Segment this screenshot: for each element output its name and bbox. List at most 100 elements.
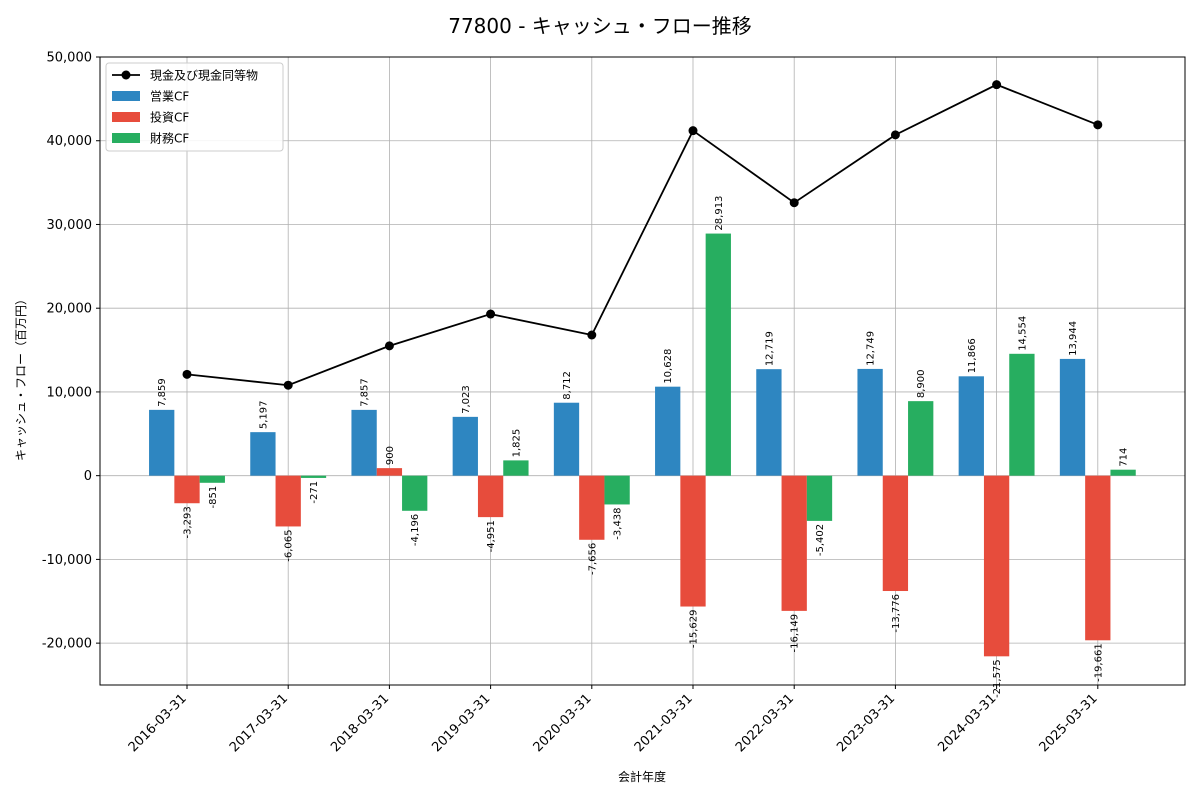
- bar-財務CF: [199, 475, 225, 483]
- x-tick-label: 2025-03-31: [1037, 691, 1101, 755]
- data-label: 12,719: [764, 331, 775, 366]
- bar-営業CF: [351, 409, 377, 476]
- data-label: -16,149: [790, 614, 801, 653]
- legend-label: 営業CF: [150, 90, 189, 104]
- data-label: 5,197: [258, 401, 269, 430]
- legend-box: [105, 62, 284, 152]
- data-label-layer: 7,859 5,197 7,857 7,023 8,712 10,628 12,719 12,…: [157, 196, 1129, 698]
- data-label: 7,859: [157, 378, 168, 407]
- legend-label: 現金及び現金同等物: [150, 68, 258, 83]
- data-label: -13,776: [891, 594, 902, 633]
- data-label: -271: [309, 481, 320, 504]
- cash-point: [1093, 120, 1103, 130]
- bar-財務CF: [1009, 353, 1035, 476]
- bar-財務CF: [300, 475, 327, 478]
- bar-財務CF: [604, 475, 630, 505]
- bar-投資CF: [579, 475, 605, 540]
- data-label: 8,900: [916, 370, 927, 399]
- bar-営業CF: [250, 432, 276, 476]
- y-axis-label: キャッシュ・フロー（百万円）: [14, 293, 28, 461]
- y-tick-label: -10,000: [42, 553, 92, 568]
- line-layer: [182, 80, 1103, 390]
- y-tick-label: 40,000: [47, 134, 93, 149]
- data-label: -4,951: [486, 520, 497, 552]
- bar-営業CF: [857, 368, 883, 476]
- bar-営業CF: [1059, 358, 1086, 476]
- data-label: -4,196: [410, 514, 421, 546]
- chart-title: 77800 - キャッシュ・フロー推移: [448, 14, 752, 38]
- cash-point: [992, 80, 1002, 90]
- cash-point: [890, 130, 900, 140]
- data-label: 8,712: [562, 371, 573, 400]
- bar-投資CF: [781, 475, 807, 611]
- bar-投資CF: [376, 468, 403, 476]
- y-tick-label: 0: [84, 469, 92, 484]
- data-label: 11,866: [967, 338, 978, 373]
- bar-投資CF: [680, 475, 706, 607]
- cash-point: [587, 330, 597, 340]
- data-label: -15,629: [689, 610, 700, 649]
- bar-営業CF: [958, 376, 984, 476]
- data-label: 714: [1119, 448, 1130, 467]
- x-tick-label: 2017-03-31: [227, 691, 291, 755]
- x-tick-label: 2024-03-31: [935, 691, 999, 755]
- cash-point: [384, 341, 394, 351]
- bar-投資CF: [882, 475, 909, 592]
- legend-bar-swatch: [112, 112, 140, 122]
- bar-投資CF: [275, 475, 301, 527]
- cash-point: [283, 380, 293, 390]
- x-tick-label: 2021-03-31: [632, 691, 696, 755]
- data-label: 13,944: [1068, 321, 1079, 356]
- legend-bar-swatch: [112, 133, 140, 143]
- legend-bar-swatch: [112, 91, 140, 101]
- bar-営業CF: [452, 416, 478, 476]
- bar-投資CF: [174, 475, 200, 504]
- bar-営業CF: [149, 409, 175, 476]
- bar-財務CF: [908, 401, 934, 476]
- bar-営業CF: [553, 402, 580, 476]
- data-label: -5,402: [815, 524, 826, 556]
- data-label: -19,661: [1093, 643, 1104, 682]
- legend-label: 投資CF: [150, 110, 189, 125]
- cash-point: [789, 198, 799, 208]
- bar-財務CF: [705, 233, 731, 476]
- cash-line: [186, 83, 1099, 387]
- bar-営業CF: [655, 386, 681, 476]
- bar-財務CF: [1110, 469, 1136, 476]
- legend-marker-swatch: [121, 70, 131, 80]
- bar-投資CF: [477, 475, 504, 518]
- data-label: 28,913: [714, 196, 725, 231]
- data-label: 7,023: [461, 385, 472, 414]
- data-label: -6,065: [284, 529, 295, 561]
- bar-投資CF: [1085, 475, 1111, 641]
- bar-財務CF: [806, 475, 833, 521]
- bar-layer: [149, 233, 1136, 657]
- data-label: 900: [385, 446, 396, 465]
- data-label: -3,438: [613, 507, 624, 539]
- bar-財務CF: [503, 460, 529, 476]
- data-label: -3,293: [183, 506, 194, 538]
- x-tick-label: 2020-03-31: [531, 691, 595, 755]
- y-tick-label: -20,000: [42, 637, 92, 652]
- data-label: -851: [208, 486, 219, 509]
- data-label: 1,825: [511, 429, 522, 458]
- x-tick-label: 2023-03-31: [834, 691, 898, 755]
- y-tick-label: 50,000: [47, 51, 93, 66]
- cash-point: [688, 126, 698, 136]
- x-tick-label: 2016-03-31: [126, 691, 190, 755]
- y-tick-label: 10,000: [47, 385, 93, 400]
- y-tick-label: 30,000: [47, 218, 93, 233]
- data-label: 7,857: [360, 378, 371, 407]
- cash-point: [486, 309, 496, 319]
- legend-label: 財務CF: [150, 131, 189, 146]
- x-tick-label: 2022-03-31: [733, 691, 797, 755]
- y-tick-label: 20,000: [47, 302, 93, 317]
- data-label: 10,628: [663, 349, 674, 384]
- bar-投資CF: [983, 475, 1010, 657]
- x-axis-label: 会計年度: [618, 769, 666, 784]
- data-label: -7,656: [587, 543, 598, 575]
- bar-財務CF: [402, 475, 428, 511]
- data-label: 14,554: [1017, 316, 1028, 351]
